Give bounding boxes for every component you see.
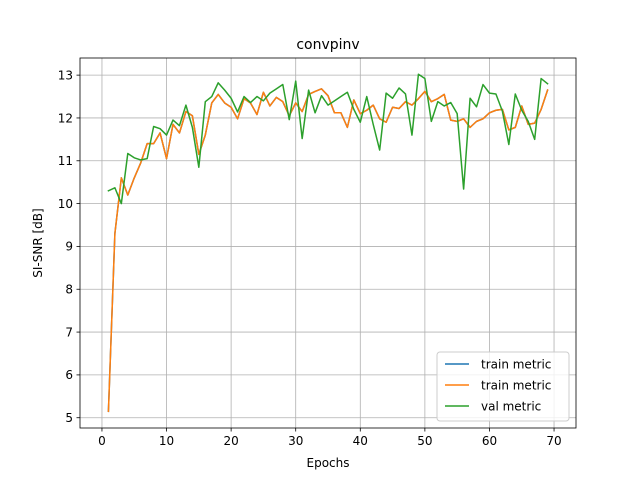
legend-label-1: train metric [481, 357, 551, 371]
x-tick-label: 40 [353, 434, 368, 448]
x-tick-label: 10 [159, 434, 174, 448]
y-tick-label: 8 [65, 283, 73, 297]
y-tick-label: 13 [58, 68, 73, 82]
x-tick-label: 30 [288, 434, 303, 448]
x-tick-label: 20 [223, 434, 238, 448]
x-tick-label: 60 [482, 434, 497, 448]
y-tick-label: 11 [58, 154, 73, 168]
legend-label-3: val metric [481, 399, 541, 413]
x-axis-label: Epochs [307, 456, 350, 470]
legend-box [436, 351, 570, 422]
y-tick-label: 7 [65, 325, 73, 339]
y-axis-label: SI-SNR [dB] [31, 208, 45, 277]
x-tick-label: 0 [98, 434, 106, 448]
series-layer [107, 73, 549, 413]
x-tick-label: 50 [417, 434, 432, 448]
plot-frame [79, 57, 577, 429]
legend: train metric train metric val metric [436, 351, 570, 422]
series-line-3 [107, 73, 549, 205]
y-tick-label: 6 [65, 368, 73, 382]
y-tick-label: 12 [58, 111, 73, 125]
ticks: 0 10 20 30 40 50 60 70 5 6 7 8 9 10 11 12 13 [58, 68, 562, 448]
y-tick-label: 5 [65, 411, 73, 425]
series-line-2 [107, 88, 549, 413]
legend-label-2: train metric [481, 378, 551, 392]
y-tick-label: 10 [58, 197, 73, 211]
y-tick-label: 9 [65, 240, 73, 254]
x-tick-label: 70 [546, 434, 561, 448]
grid [80, 58, 576, 428]
chart-title: convpinv [296, 37, 359, 53]
